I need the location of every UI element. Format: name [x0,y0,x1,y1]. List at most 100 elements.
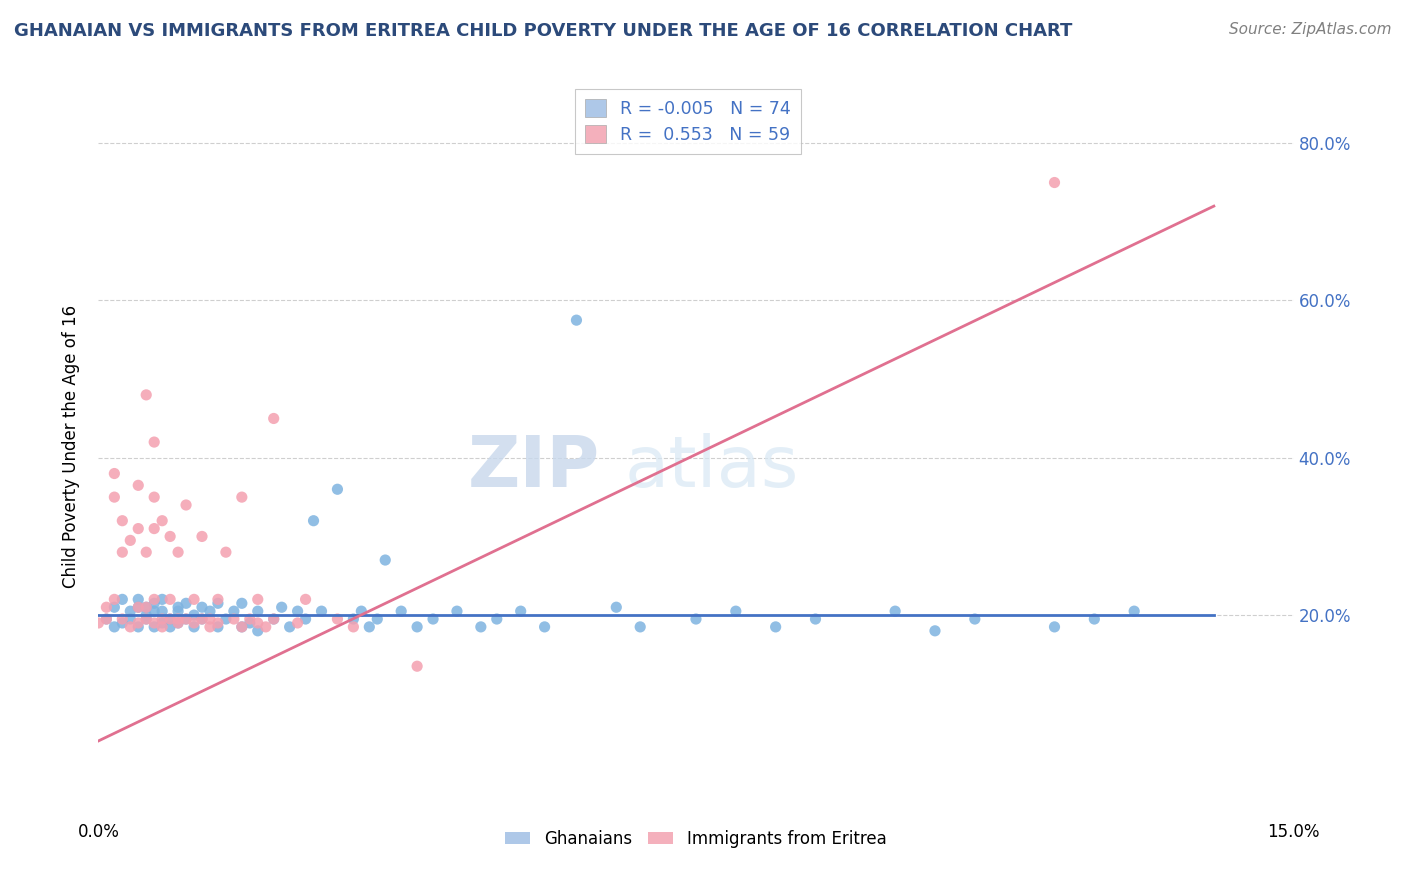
Point [509,604,531,618]
Point [231,620,253,634]
Point [239,612,262,626]
Point [120,604,142,618]
Point [174,596,197,610]
Point [159,612,181,626]
Point [191,600,214,615]
Point [628,620,651,634]
Legend: Ghanaians, Immigrants from Eritrea: Ghanaians, Immigrants from Eritrea [499,823,893,855]
Point [120,620,142,634]
Point [326,482,349,496]
Point [446,604,468,618]
Point [485,612,508,626]
Point [263,612,285,626]
Point [342,612,364,626]
Point [215,612,238,626]
Point [374,553,396,567]
Point [127,522,149,536]
Point [198,620,221,634]
Point [231,620,253,634]
Point [350,604,373,618]
Point [183,620,205,634]
Point [159,620,181,634]
Point [198,604,221,618]
Point [246,592,269,607]
Point [103,592,125,607]
Point [207,592,229,607]
Point [143,604,166,618]
Point [135,388,157,402]
Point [183,615,205,630]
Point [191,529,214,543]
Point [127,592,149,607]
Point [127,600,149,615]
Point [103,620,125,634]
Point [150,620,173,634]
Point [222,604,245,618]
Point [143,592,166,607]
Point [222,612,245,626]
Point [278,620,301,634]
Point [167,615,190,630]
Point [96,612,118,626]
Point [422,612,444,626]
Point [470,620,492,634]
Point [159,529,181,543]
Point [135,600,157,615]
Point [198,612,221,626]
Point [533,620,555,634]
Point [246,615,269,630]
Point [231,596,253,610]
Point [287,615,309,630]
Point [191,612,214,626]
Point [127,478,149,492]
Point [294,592,316,607]
Point [127,620,149,634]
Point [120,612,142,626]
Point [263,612,285,626]
Point [1083,612,1105,626]
Point [150,592,173,607]
Point [111,612,134,626]
Point [174,612,197,626]
Point [406,659,429,673]
Point [150,604,173,618]
Point [103,600,125,615]
Text: GHANAIAN VS IMMIGRANTS FROM ERITREA CHILD POVERTY UNDER THE AGE OF 16 CORRELATIO: GHANAIAN VS IMMIGRANTS FROM ERITREA CHIL… [14,22,1073,40]
Point [127,600,149,615]
Point [924,624,946,638]
Point [685,612,707,626]
Point [215,545,238,559]
Point [174,612,197,626]
Point [724,604,747,618]
Point [167,600,190,615]
Point [311,604,333,618]
Point [143,490,166,504]
Point [135,612,157,626]
Point [96,600,118,615]
Point [884,604,907,618]
Point [159,592,181,607]
Point [207,615,229,630]
Point [127,615,149,630]
Point [326,612,349,626]
Point [804,612,827,626]
Point [270,600,292,615]
Point [406,620,429,634]
Point [565,313,588,327]
Point [605,600,627,615]
Text: atlas: atlas [624,434,799,502]
Point [150,615,173,630]
Point [1123,604,1146,618]
Point [111,592,134,607]
Point [294,612,316,626]
Point [103,467,125,481]
Point [263,411,285,425]
Point [150,514,173,528]
Point [159,612,181,626]
Point [143,620,166,634]
Point [135,600,157,615]
Point [167,545,190,559]
Point [143,435,166,450]
Point [765,620,787,634]
Point [143,615,166,630]
